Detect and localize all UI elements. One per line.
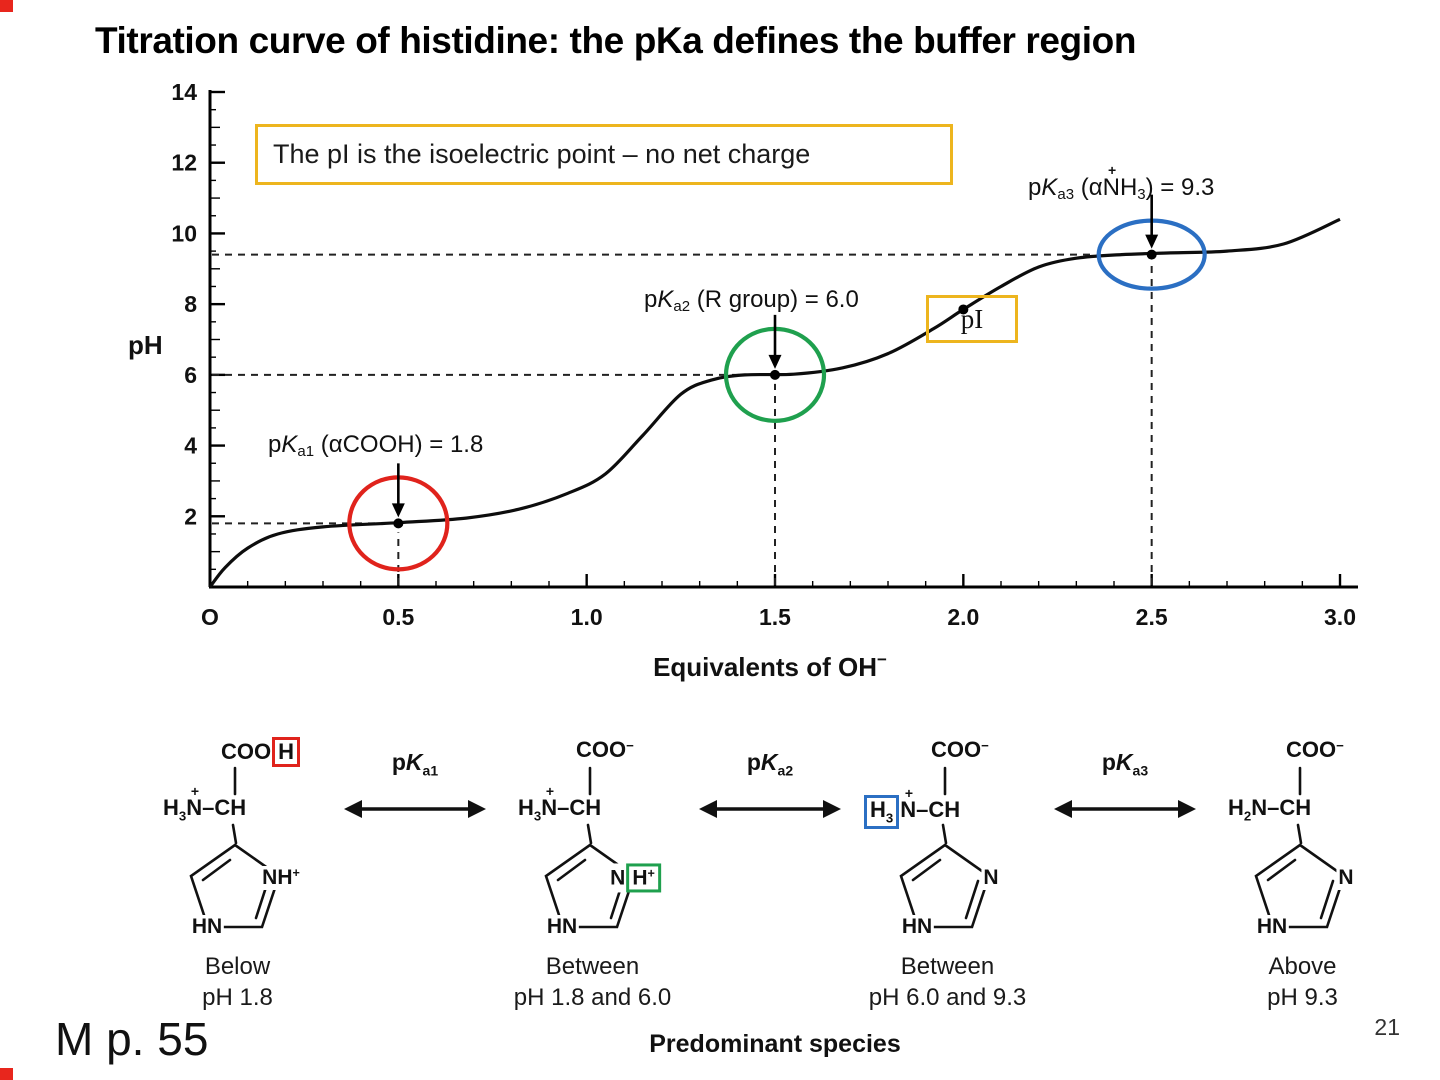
x-axis-title: Equivalents of OH− [653, 650, 887, 682]
red-corner-mark-top [0, 0, 13, 12]
pKa3-point [1146, 249, 1157, 260]
x-tick-label: 3.0 [1324, 604, 1356, 630]
ring-nitrogen-left: HN [899, 915, 935, 939]
pka3-p: p [1028, 174, 1042, 201]
x-tick-label: 2.0 [947, 604, 979, 630]
structure-figure: COO− H3 + N–CH N H+ HN [490, 737, 695, 939]
pI-label-box: pI [926, 295, 1018, 343]
pka1-k: K [281, 431, 298, 458]
carboxyl-group: COO− [576, 737, 634, 762]
bond-skeleton [899, 766, 991, 929]
pKa3-arrowhead [1145, 234, 1159, 249]
structure-caption: Between pH 1.8 and 6.0 [513, 953, 672, 1012]
y-tick-label: 10 [171, 220, 197, 246]
carboxyl-group: COO− [931, 737, 989, 762]
ring-proton-green-box: H+ [626, 863, 661, 893]
plus-charge: + [545, 783, 555, 799]
pka1-arrow-label: pKa1 [391, 749, 439, 779]
pI-label: pI [960, 303, 984, 334]
ring-nitrogen-left: HN [544, 915, 580, 939]
pka2-p: p [644, 286, 658, 313]
equilibrium-arrow [344, 799, 486, 818]
carboxyl-group: COO− [1286, 737, 1344, 762]
ring-nitrogen-left: HN [1254, 915, 1290, 939]
pka2-value: (R group) = 6.0 [690, 286, 859, 313]
plus-charge: + [1108, 162, 1117, 178]
carboxyl-proton-red-box: H [272, 737, 301, 768]
amino-group: H3 + N–CH [163, 783, 247, 824]
pka2-arrow-label: pKa2 [746, 749, 794, 779]
carboxyl-group: COO H [221, 737, 301, 768]
titration-curve-chart: pH Equivalents of OH− O 0.5 1.0 1.5 2.0 2.5 3.… [128, 82, 1358, 682]
pka2-annotation: pKa2 (R group) = 6.0 [644, 286, 859, 315]
bond-skeleton [544, 766, 636, 929]
histidine-structure-zwitterion: COO− H3 + N–CH N HN Between pH 6.0 and 9.3 [845, 723, 1050, 1013]
pKa1-arrowhead [391, 503, 405, 518]
pka3-annotation: pKa3 (α + NH3) = 9.3 [1028, 162, 1215, 203]
equilibrium-arrow [1054, 799, 1196, 818]
pKa2-point [770, 369, 781, 380]
x-tick-label: 1.0 [571, 604, 603, 630]
y-tick-label: 4 [184, 433, 197, 459]
amino-group: H3 + N–CH [845, 785, 1050, 829]
isoelectric-point-callout: The pI is the isoelectric point – no net… [255, 124, 953, 185]
amino-group: H3 + N–CH [518, 783, 602, 824]
pka1-value: (αCOOH) = 1.8 [314, 431, 484, 458]
y-tick-label: 8 [184, 291, 197, 317]
y-tick-label: 6 [184, 362, 197, 388]
x-tick-label: 0.5 [382, 604, 414, 630]
y-tick-label: 12 [171, 150, 197, 176]
pka3-k: K [1041, 174, 1058, 201]
plus-charge: + [190, 783, 200, 799]
amino-proton-blue-box: H3 [864, 795, 900, 829]
pI-point [958, 304, 969, 315]
histidine-structure-fully-protonated: COO H H3 + N–CH NH+ HN Below pH 1.8 [135, 723, 340, 1013]
y-tick-label: 14 [171, 82, 197, 105]
structure-caption: Between pH 6.0 and 9.3 [868, 953, 1027, 1012]
transition-pka1: pKa1 [340, 723, 490, 1013]
species-row: COO H H3 + N–CH NH+ HN Below pH 1.8 pKa1 [0, 723, 1440, 1013]
pka1-sub: a1 [297, 443, 315, 460]
pKa1-point [393, 518, 404, 529]
pka3-sub: a3 [1057, 186, 1075, 203]
red-corner-mark-bottom [0, 1068, 13, 1080]
histidine-structure-deprotonated: COO− H2 N–CH N HN Above pH 9.3 [1200, 723, 1405, 1013]
histidine-structure-plus1: COO− H3 + N–CH N H+ HN Between pH 1.8 and 6… [490, 723, 695, 1013]
ring-nitrogen-left: HN [189, 915, 225, 939]
y-axis-title: pH [128, 330, 163, 360]
y-tick-label: 2 [184, 503, 197, 529]
structure-figure: COO− H2 N–CH N HN [1200, 737, 1405, 939]
pKa2-arrowhead [768, 354, 782, 369]
slide-page-number: 21 [1374, 1014, 1400, 1040]
predominant-species-label: Predominant species [649, 1030, 901, 1058]
equilibrium-arrow [699, 799, 841, 818]
x-tick-label: O [201, 604, 219, 630]
amino-group: H2 N–CH [1228, 795, 1312, 824]
x-tick-label: 1.5 [759, 604, 791, 630]
x-tick-label: 2.5 [1136, 604, 1168, 630]
bond-skeleton [1254, 766, 1346, 929]
structure-caption: Above pH 9.3 [1267, 953, 1338, 1012]
pka3-arrow-label: pKa3 [1101, 749, 1149, 779]
ring-nitrogen-right: N [981, 866, 1001, 890]
plus-charge: + [904, 785, 914, 801]
structure-caption: Below pH 1.8 [202, 953, 273, 1012]
ring-nitrogen-right: NH+ [260, 866, 302, 890]
pka2-k: K [657, 286, 674, 313]
pka2-sub: a2 [673, 298, 691, 315]
pka1-annotation: pKa1 (αCOOH) = 1.8 [268, 431, 483, 460]
transition-pka3: pKa3 [1050, 723, 1200, 1013]
pka1-p: p [268, 431, 282, 458]
structure-figure: COO− H3 + N–CH N HN [845, 737, 1050, 939]
ring-nitrogen-right: N [1336, 866, 1356, 890]
slide-title: Titration curve of histidine: the pKa de… [95, 20, 1137, 61]
transition-pka2: pKa2 [695, 723, 845, 1013]
page-reference: M p. 55 [55, 1013, 209, 1065]
titration-curve [208, 217, 1341, 588]
structure-figure: COO H H3 + N–CH NH+ HN [135, 737, 340, 939]
